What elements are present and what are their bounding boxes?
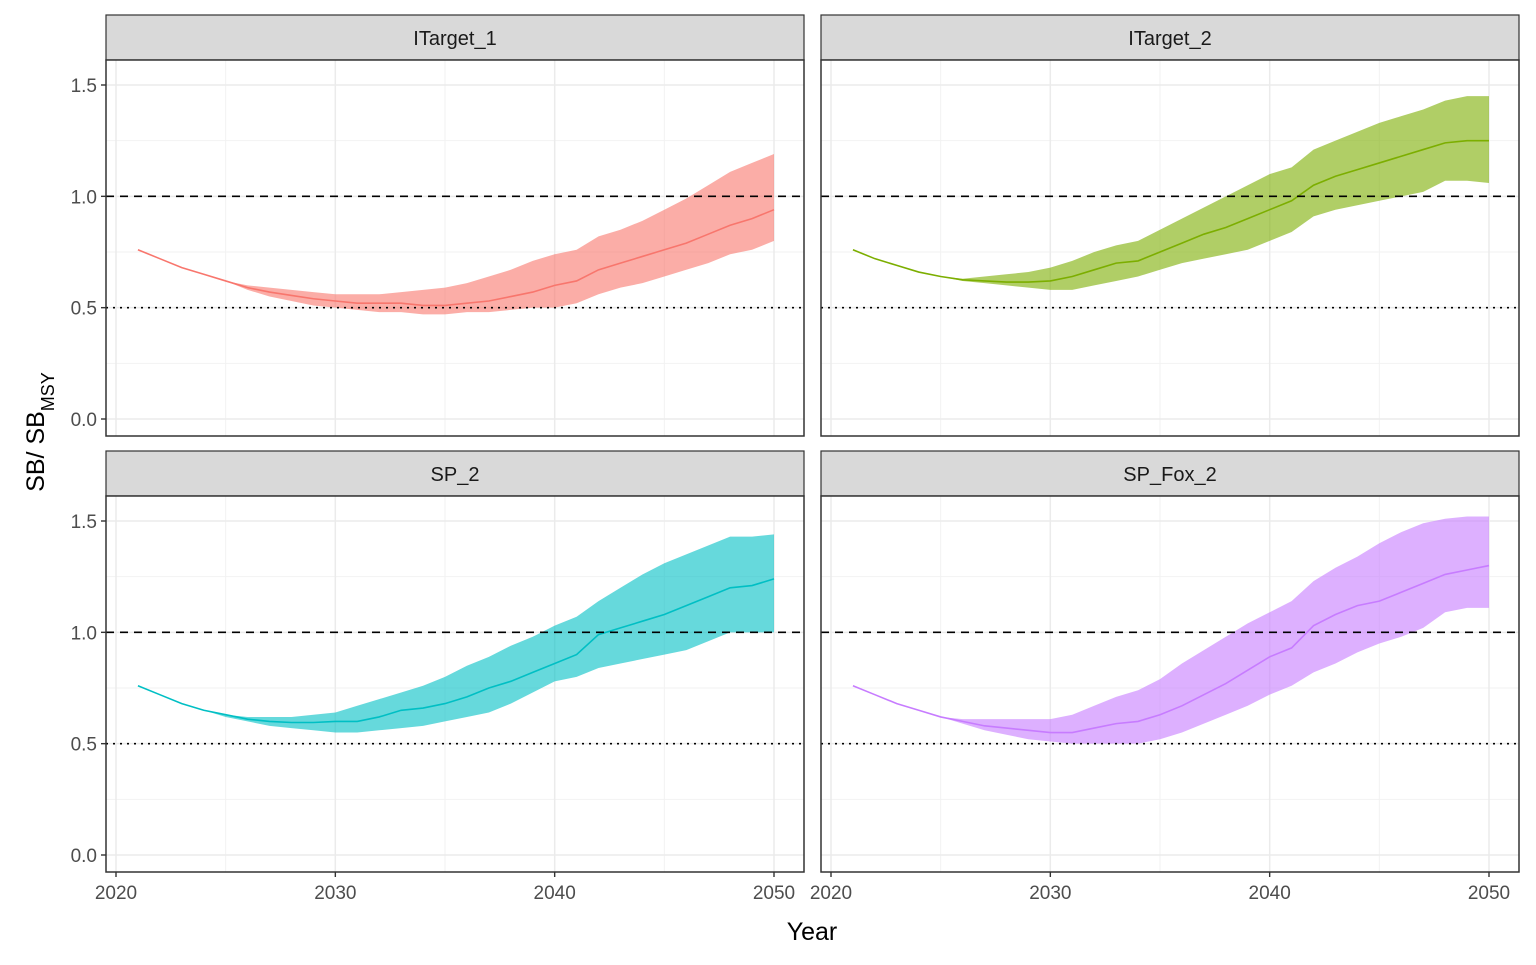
- series-layer: [106, 154, 804, 315]
- x-tick-label: 2050: [753, 883, 795, 904]
- series-layer: [821, 96, 1519, 309]
- y-axis-title: SB/ SBMSY: [22, 372, 58, 492]
- panel-border: [820, 59, 1520, 437]
- panel-itarget-2: ITarget_2: [820, 14, 1520, 437]
- facet-strip-label: ITarget_2: [1128, 28, 1211, 50]
- x-tick-label: 2040: [1249, 883, 1291, 904]
- y-axis-title-main: SB/ SB: [22, 411, 50, 492]
- y-tick-label: 0.5: [71, 299, 97, 320]
- panel-border: [820, 495, 1520, 873]
- x-tick-label: 2020: [95, 883, 137, 904]
- confidence-ribbon: [852, 516, 1489, 744]
- facet-strip: [105, 14, 805, 61]
- panel-itarget-1: ITarget_1 0.0 0.5 1.0 1.5: [71, 14, 805, 437]
- svg-text:SB/ SBMSY: SB/ SBMSY: [22, 372, 58, 492]
- series-layer: [821, 516, 1519, 745]
- median-line: [852, 564, 1490, 734]
- y-tick-label: 0.0: [71, 846, 97, 867]
- facet-strip: [820, 450, 1520, 497]
- y-tick-label: 1.5: [71, 76, 97, 97]
- facet-strip-label: ITarget_1: [413, 28, 496, 50]
- facet-strip-label: SP_2: [431, 464, 480, 486]
- y-tick-label: 0.5: [71, 735, 97, 756]
- confidence-ribbon: [137, 154, 774, 315]
- panel-sp-fox-2: SP_Fox_2 2020 2030 2040 2050: [810, 450, 1520, 904]
- x-tick-label: 2020: [810, 883, 852, 904]
- panel-border: [105, 59, 805, 437]
- y-tick-label: 1.0: [71, 187, 97, 208]
- y-axis-title-sub: MSY: [38, 372, 58, 411]
- facet-strip-label: SP_Fox_2: [1123, 464, 1216, 486]
- median-line: [137, 208, 775, 307]
- panel-border: [105, 495, 805, 873]
- panels-group: ITarget_1 0.0 0.5 1.0 1.5 ITarget_2 SP_2 0.0 0.5…: [71, 14, 1520, 904]
- x-tick-label: 2040: [534, 883, 576, 904]
- x-axis-title: Year: [787, 918, 838, 946]
- facet-strip: [105, 450, 805, 497]
- median-line: [137, 578, 775, 724]
- confidence-ribbon: [852, 96, 1489, 290]
- median-line: [852, 139, 1489, 283]
- x-tick-label: 2050: [1468, 883, 1510, 904]
- x-tick-label: 2030: [1029, 883, 1071, 904]
- x-tick-label: 2030: [314, 883, 356, 904]
- series-layer: [106, 534, 804, 745]
- confidence-ribbon: [137, 534, 774, 733]
- y-tick-label: 1.0: [71, 623, 97, 644]
- y-tick-label: 1.5: [71, 512, 97, 533]
- y-tick-label: 0.0: [71, 410, 97, 431]
- panel-sp-2: SP_2 0.0 0.5 1.0 1.5 2020 2030 2040 2050: [71, 450, 805, 904]
